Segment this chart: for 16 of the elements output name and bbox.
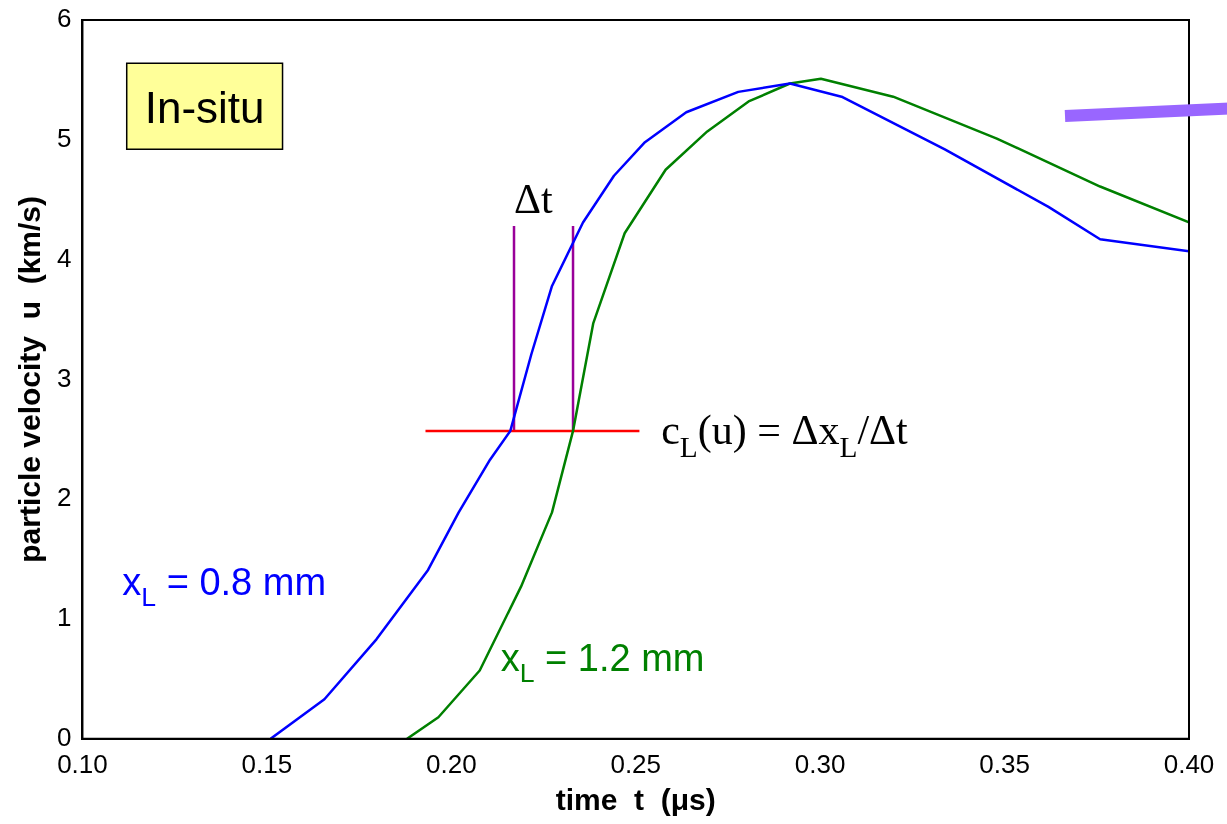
x-axis-title: time t (μs) [555,783,716,817]
y-tick-label: 5 [56,122,72,153]
y-tick-label: 3 [56,362,72,393]
x-tick-label: 0.35 [979,748,1030,779]
y-tick-label: 4 [56,242,72,273]
annotation: Δt [514,175,554,222]
y-axis-title: particle velocity u (km/s) [13,196,47,563]
x-tick-label: 0.40 [1163,748,1215,779]
y-tick-label: 1 [56,602,72,633]
y-tick-label: 2 [56,482,72,513]
x-tick-label: 0.30 [794,748,846,779]
x-tick-label: 0.15 [241,748,293,779]
x-tick-label: 0.25 [610,748,662,779]
x-tick-label: 0.20 [426,748,477,779]
y-tick-label: 6 [56,3,72,34]
annotation: In-situ [144,83,265,133]
